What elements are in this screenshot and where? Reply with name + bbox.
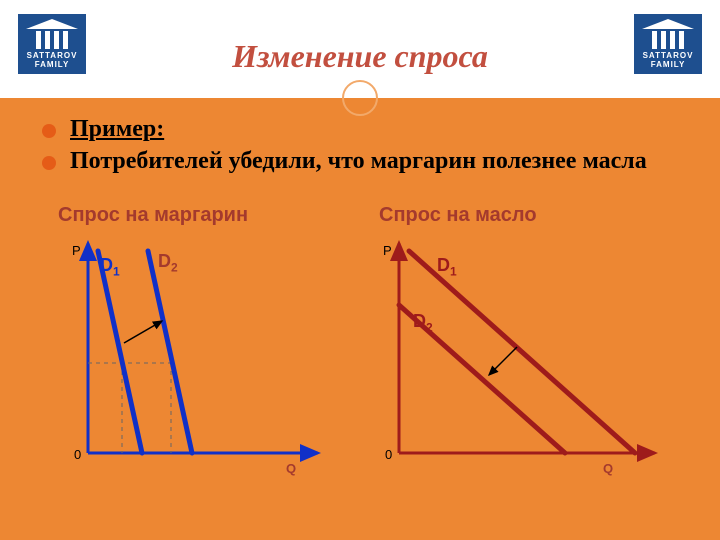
- bullet-item: Пример:: [42, 116, 696, 144]
- chart-box-right: P 0 Q D1 D2: [379, 233, 659, 493]
- slide: SATTAROV FAMILY SATTAROV FAMILY Изменени…: [0, 0, 720, 540]
- bullet-dot-icon: [42, 156, 56, 170]
- content: Пример: Потребителей убедили, что маргар…: [0, 98, 720, 540]
- chart-svg-right: [379, 233, 669, 483]
- bullet-dot-icon: [42, 124, 56, 138]
- chart-title-left: Спрос на маргарин: [58, 204, 359, 227]
- chart-right: Спрос на масло P 0 Q D1 D2: [379, 204, 680, 493]
- axis-label-q-right: Q: [603, 461, 613, 476]
- axis-label-p-left: P: [72, 243, 81, 258]
- charts-row: Спрос на маргарин P 0 Q D1 D2 Спрос на м…: [58, 204, 680, 493]
- curve-label-d1-left: D1: [100, 255, 120, 279]
- axis-label-0-right: 0: [385, 447, 392, 462]
- chart-box-left: P 0 Q D1 D2: [58, 233, 338, 493]
- bullet-text: Потребителей убедили, что маргарин полез…: [70, 148, 647, 176]
- slide-title: Изменение спроса: [0, 38, 720, 75]
- curve-label-d2-left: D2: [158, 251, 178, 275]
- bullet-text: Пример:: [70, 116, 164, 144]
- logo-roof-icon: [26, 19, 78, 29]
- curve-label-d2-right: D2: [413, 311, 433, 335]
- axis-label-p-right: P: [383, 243, 392, 258]
- axis-label-q-left: Q: [286, 461, 296, 476]
- bullet-item: Потребителей убедили, что маргарин полез…: [42, 148, 696, 176]
- bullet-list: Пример: Потребителей убедили, что маргар…: [42, 116, 696, 179]
- curve-label-d1-right: D1: [437, 255, 457, 279]
- axis-label-0-left: 0: [74, 447, 81, 462]
- logo-roof-icon: [642, 19, 694, 29]
- chart-left: Спрос на маргарин P 0 Q D1 D2: [58, 204, 359, 493]
- chart-title-right: Спрос на масло: [379, 204, 680, 227]
